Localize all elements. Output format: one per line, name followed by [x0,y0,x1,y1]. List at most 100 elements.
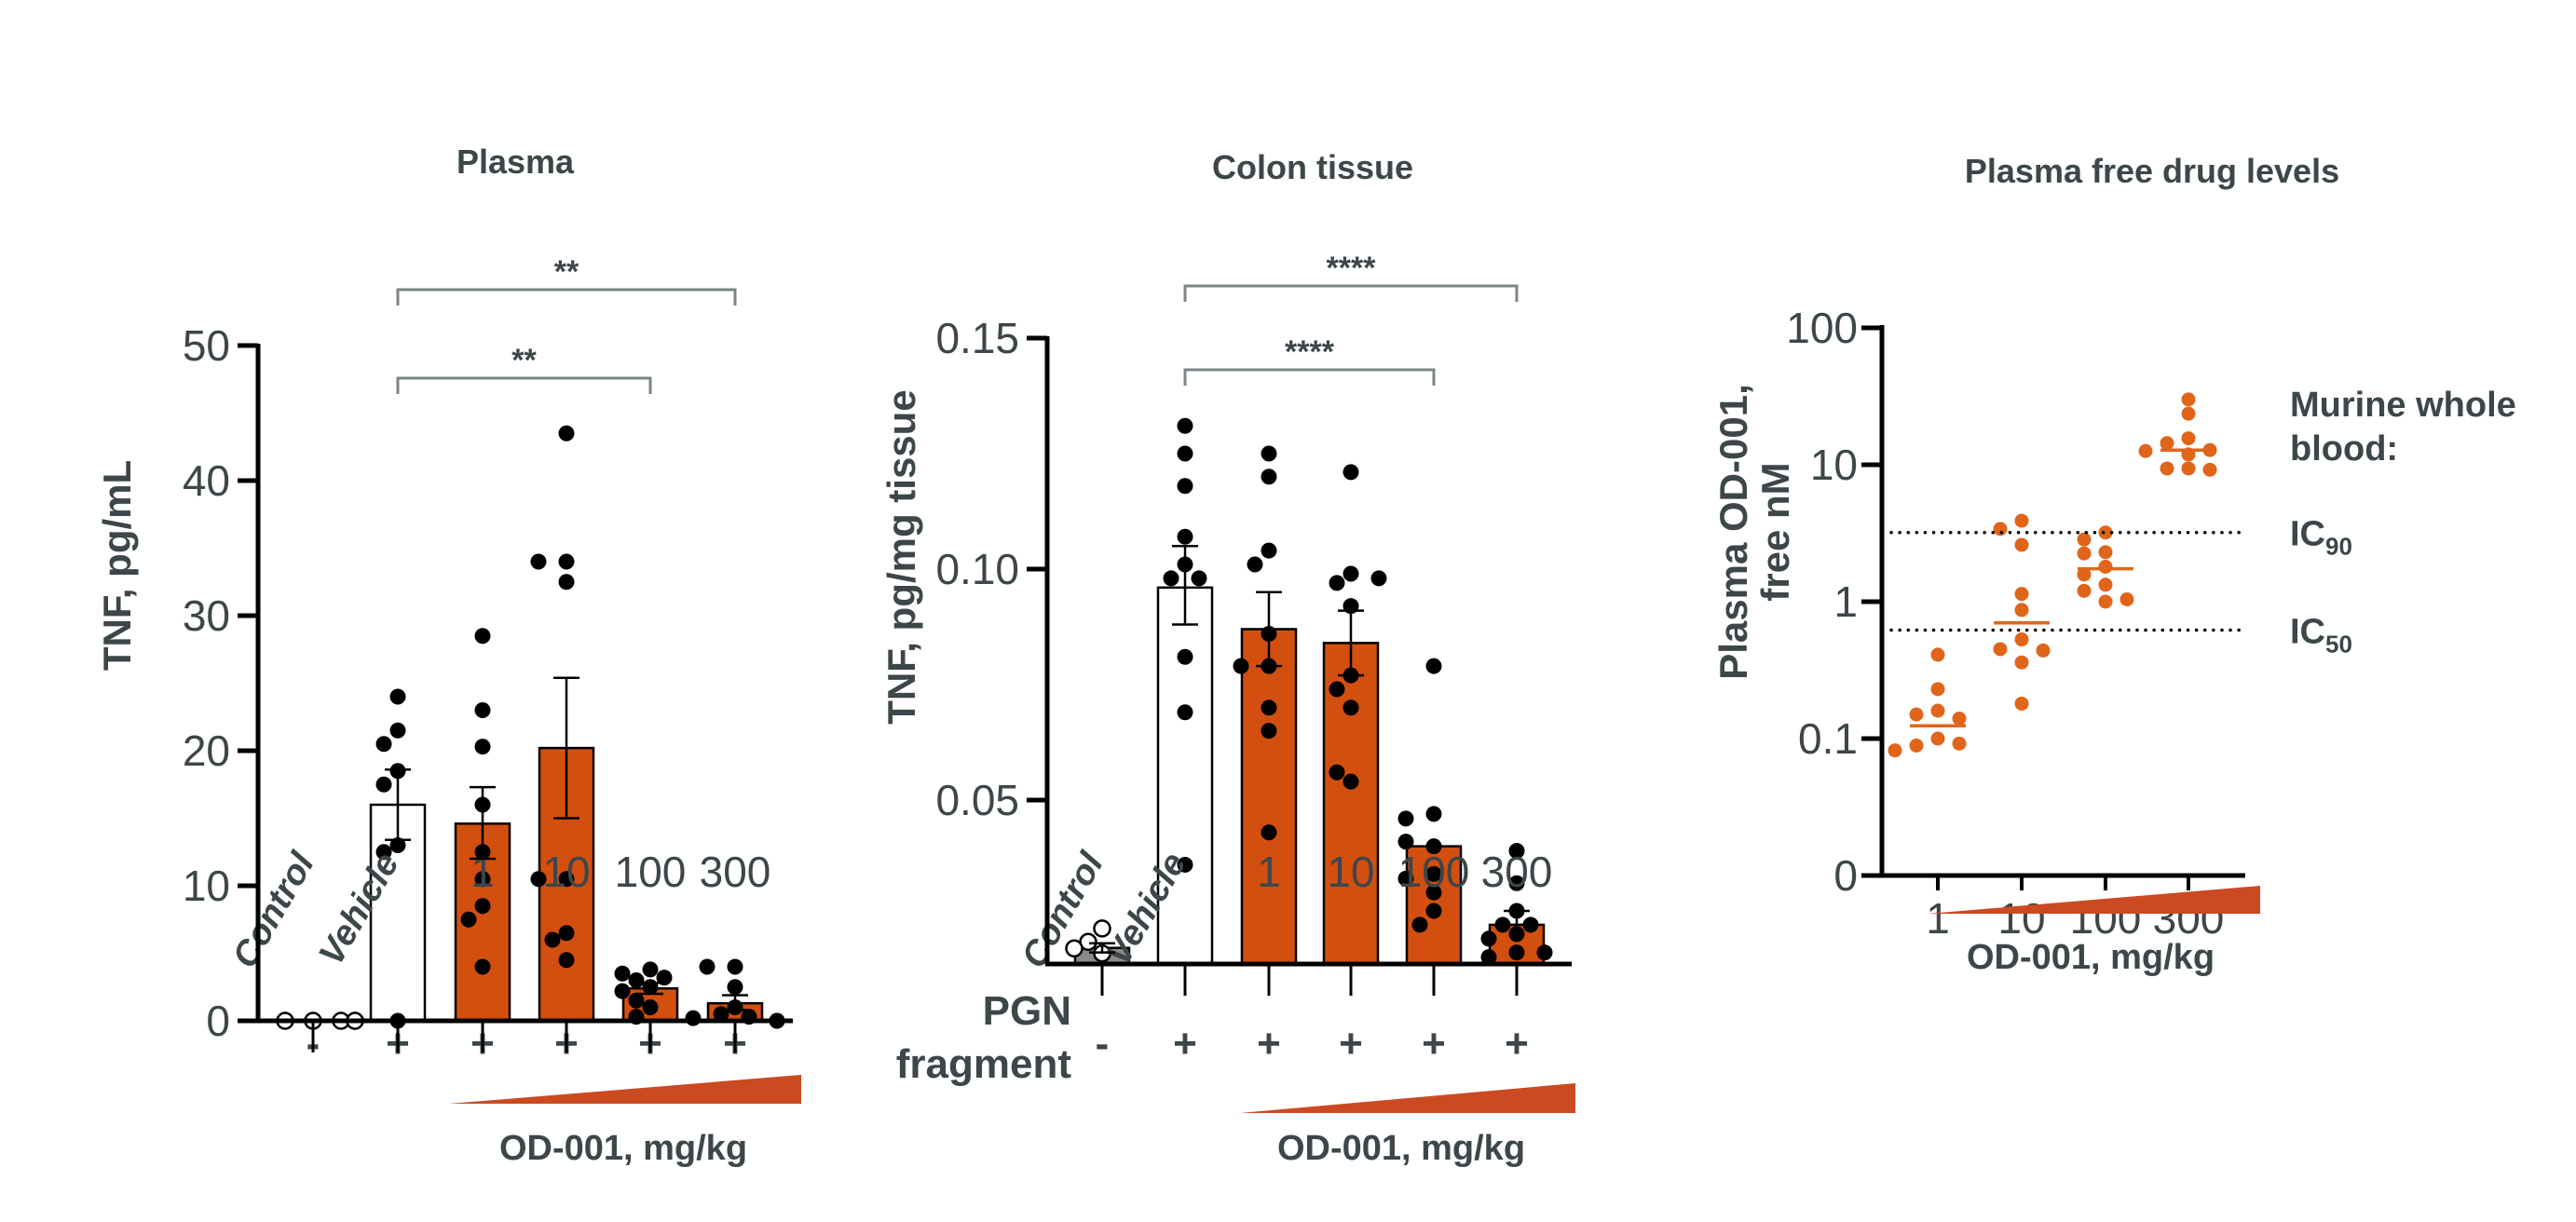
data-point [2202,462,2217,477]
significance-bracket [396,288,737,306]
data-point [1065,939,1084,957]
data-point [530,553,547,570]
dose-label: OD-001, mg/kg [1277,1129,1525,1168]
data-point [1163,570,1179,587]
data-point [614,965,631,982]
data-point [1397,810,1414,827]
data-point [1177,417,1193,434]
data-point [558,925,575,942]
data-point [1425,806,1442,822]
data-point [1993,642,2008,657]
y-tick-label: 10 [1810,441,1858,489]
data-point [1425,884,1442,901]
data-point [1370,570,1387,587]
data-point [2098,577,2113,592]
y-tick-label: 0 [206,997,230,1045]
x-tick-label: 100 [615,848,687,896]
data-point [1177,445,1193,462]
data-point [2181,431,2196,446]
y-axis-label: TNF, pg/mL [95,460,139,671]
y-tick-label: 50 [183,321,230,370]
data-point [375,844,392,861]
data-point [2077,532,2092,547]
chart-title: Colon tissue [1212,148,1413,186]
dose-wedge [1240,1083,1575,1113]
data-point [1261,542,1277,559]
data-point [699,958,716,975]
data-point [656,970,673,986]
y-axis-label: free nM [1753,462,1797,601]
y-tick-label: 40 [183,456,230,505]
data-point [558,871,575,888]
data-point [1329,681,1345,698]
data-point [1093,919,1111,938]
significance-stars: ** [511,343,537,378]
x-tick-label: 1 [1926,894,1950,943]
reference-label-subscript: 90 [2325,533,2352,561]
pgn-sign: + [1173,1021,1197,1066]
data-point [460,911,477,928]
dose-wedge [449,1075,801,1104]
data-point [1177,478,1193,495]
y-axis-label: TNF, pg/mg tissue [879,389,923,724]
x-tick-label: 100 [1398,848,1470,896]
data-point [1508,843,1525,860]
significance-stars: ** [554,254,579,290]
pgn-sign: - [1096,1021,1110,1066]
data-point [1191,570,1207,587]
x-tick-label: 1 [1257,848,1281,896]
chart-3: Plasma free drug levels Plasma OD-001,fre… [1711,152,2516,977]
reference-label-subscript: 50 [2325,631,2352,659]
data-point [1930,647,1945,662]
dose-wedge [1928,886,2260,914]
data-point [2098,525,2113,540]
data-point [1177,856,1193,873]
data-point [1930,682,1945,697]
pgn-sign: + [1339,1021,1363,1066]
dose-label: OD-001, mg/kg [1967,938,2215,977]
significance-stars: **** [1327,251,1377,286]
data-point [1177,648,1193,665]
y-tick-label: 0.05 [935,776,1019,824]
data-point [2138,443,2153,458]
data-point [1261,699,1277,716]
data-point [474,871,491,888]
data-point [474,898,491,915]
y-axis-label: Plasma OD-001, [1711,384,1755,680]
data-point [2077,583,2092,598]
data-point [1952,736,1967,751]
pgn-sign: + [1505,1021,1529,1066]
pgn-sign: + [1257,1021,1281,1066]
chart-title: Plasma free drug levels [1965,152,2339,190]
data-point [375,736,392,753]
data-point [375,776,392,793]
data-point [642,999,659,1015]
pgn-label: fragment [896,1041,1072,1087]
data-point [389,688,406,705]
reference-label-base: IC [2290,515,2325,554]
data-point [558,952,575,969]
pgn-sign: + [1422,1021,1446,1066]
data-point [2077,546,2092,561]
data-point [1343,773,1359,790]
y-tick-label: 1 [1833,577,1858,626]
y-tick-label: 0.10 [935,545,1019,593]
data-point [2014,696,2029,711]
data-point [1993,522,2008,536]
data-point [1177,704,1193,721]
data-point [1930,731,1945,746]
data-point [614,983,631,999]
chart-title: Plasma [457,143,575,181]
x-tick-label: 300 [1481,848,1553,896]
data-point [685,1010,702,1026]
data-point [628,972,645,988]
data-point [727,979,743,996]
data-point [1522,916,1539,933]
data-point [544,931,561,948]
data-point [2181,406,2196,421]
significance-bracket [396,376,652,394]
y-tick-label: 0.15 [935,314,1019,362]
y-tick-label: 30 [183,591,230,640]
data-point [1952,712,1967,726]
